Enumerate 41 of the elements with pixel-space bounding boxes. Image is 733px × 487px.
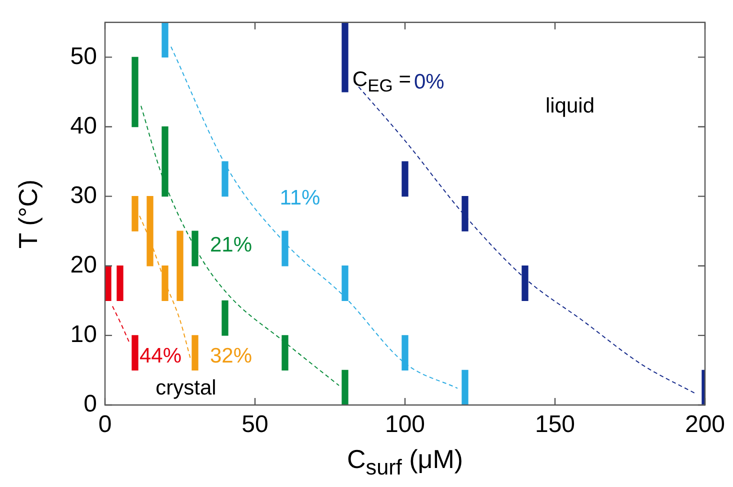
- y-tick-label: 20: [70, 252, 97, 278]
- series-label: 11%: [280, 186, 320, 210]
- y-tick-label: 30: [70, 182, 97, 209]
- y-tick-label: 50: [70, 42, 97, 70]
- series-label: 32%: [210, 344, 252, 368]
- bar: [132, 335, 138, 371]
- bar: [132, 56, 138, 128]
- annotation: crystal: [156, 376, 216, 400]
- bar: [192, 230, 198, 266]
- x-tick-label: 200: [684, 411, 726, 438]
- x-tick-label: 50: [242, 411, 268, 438]
- bar: [162, 266, 168, 301]
- bar: [342, 266, 348, 301]
- annotation: liquid: [545, 94, 595, 118]
- x-axis-title: C$_{surf}$ (μM): [346, 444, 464, 480]
- bar: [222, 161, 228, 197]
- x-tick-label: 150: [534, 411, 576, 438]
- bar: [462, 370, 468, 405]
- bar: [402, 161, 408, 197]
- bar: [105, 266, 112, 301]
- y-tick-label: 40: [70, 112, 97, 140]
- y-axis-title: T (°C): [13, 179, 43, 248]
- bar: [162, 22, 168, 58]
- text: 0%: [414, 70, 444, 94]
- annotation: C$_{EG}$ =: [352, 68, 411, 95]
- bar: [342, 22, 348, 92]
- bar: [462, 196, 468, 232]
- bar: [282, 230, 288, 266]
- y-tick-label: 0: [84, 390, 97, 418]
- bar: [402, 335, 408, 371]
- bar: [522, 266, 528, 301]
- bar: [282, 335, 288, 371]
- bar: [176, 230, 184, 301]
- bar: [342, 370, 348, 405]
- bar: [116, 266, 124, 301]
- series-label: 21%: [210, 234, 252, 256]
- y-tick-label: 10: [70, 321, 97, 348]
- series-label: 44%: [139, 344, 182, 368]
- bar: [222, 300, 228, 336]
- x-tick-label: 100: [384, 411, 426, 438]
- bar: [162, 126, 168, 197]
